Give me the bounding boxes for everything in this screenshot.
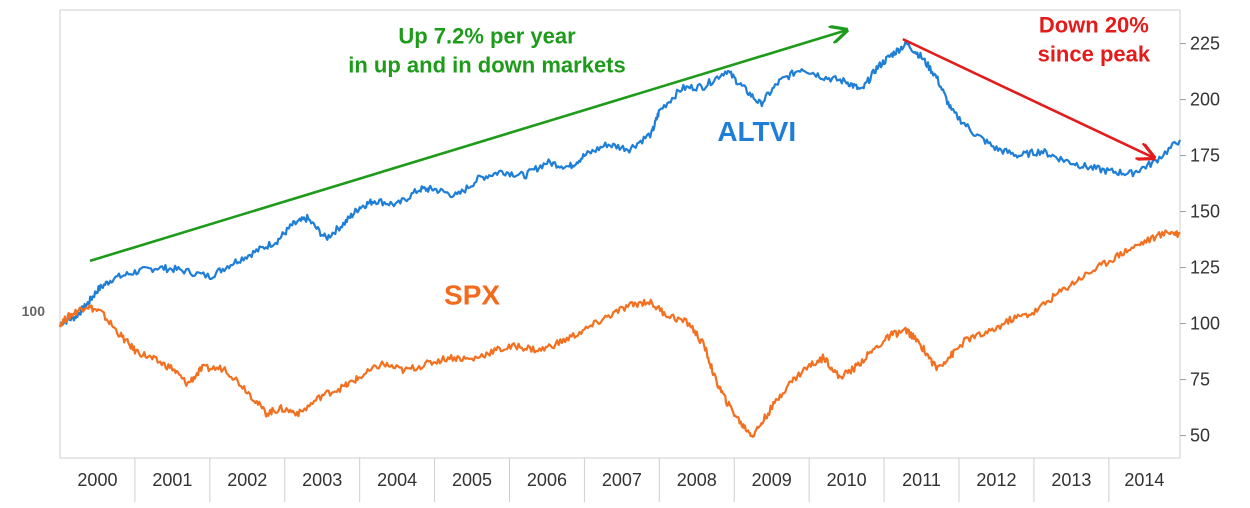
y-tick-label: 100 bbox=[1190, 314, 1220, 334]
x-tick-label: 2001 bbox=[152, 470, 192, 490]
series-label-spx: SPX bbox=[444, 279, 500, 310]
decline-note-arrow bbox=[902, 37, 1154, 158]
x-tick-label: 2002 bbox=[227, 470, 267, 490]
series-labels: ALTVI SPX bbox=[444, 116, 796, 311]
series-line-spx bbox=[58, 229, 1181, 438]
x-tick-label: 2006 bbox=[527, 470, 567, 490]
left-100-marker: 100 bbox=[22, 303, 46, 319]
series-line-altvi bbox=[59, 40, 1182, 327]
annotations: Up 7.2% per year in up and in down market… bbox=[89, 12, 1154, 263]
x-tick-label: 2009 bbox=[752, 470, 792, 490]
y-tick-label: 50 bbox=[1190, 426, 1210, 446]
x-tick-label: 2004 bbox=[377, 470, 417, 490]
y-tick-label: 150 bbox=[1190, 202, 1220, 222]
x-tick-label: 2013 bbox=[1051, 470, 1091, 490]
series-label-altvi: ALTVI bbox=[717, 116, 796, 147]
x-tick-label: 2000 bbox=[77, 470, 117, 490]
y-tick-label: 175 bbox=[1190, 146, 1220, 166]
uptrend-note-arrow bbox=[89, 30, 847, 263]
plot-frame bbox=[59, 9, 1181, 459]
y-tick-label: 125 bbox=[1190, 258, 1220, 278]
x-tick-label: 2011 bbox=[902, 470, 941, 490]
uptrend-note-text-line: Up 7.2% per year bbox=[398, 24, 576, 49]
x-tick-label: 2012 bbox=[976, 470, 1016, 490]
decline-note-text-line: Down 20% bbox=[1039, 12, 1149, 37]
y-tick-label: 225 bbox=[1190, 34, 1220, 54]
series-lines bbox=[58, 40, 1182, 438]
x-tick-label: 2007 bbox=[602, 470, 642, 490]
x-tick-label: 2014 bbox=[1124, 470, 1164, 490]
decline-note-text-line: since peak bbox=[1038, 42, 1151, 67]
y-tick-label: 75 bbox=[1190, 370, 1210, 390]
y-axis-ticks: 225 200 175 150 125 100 75 50 bbox=[1180, 34, 1220, 446]
uptrend-note-text-line: in up and in down markets bbox=[348, 53, 625, 78]
y-tick-label: 200 bbox=[1190, 90, 1220, 110]
x-tick-label: 2003 bbox=[302, 470, 342, 490]
x-tick-label: 2005 bbox=[452, 470, 492, 490]
x-tick-label: 2008 bbox=[677, 470, 717, 490]
x-axis-ticks: 2000 2001 2002 2003 2004 2005 2006 2007 2008 2009… bbox=[77, 458, 1164, 502]
x-tick-label: 2010 bbox=[827, 470, 867, 490]
